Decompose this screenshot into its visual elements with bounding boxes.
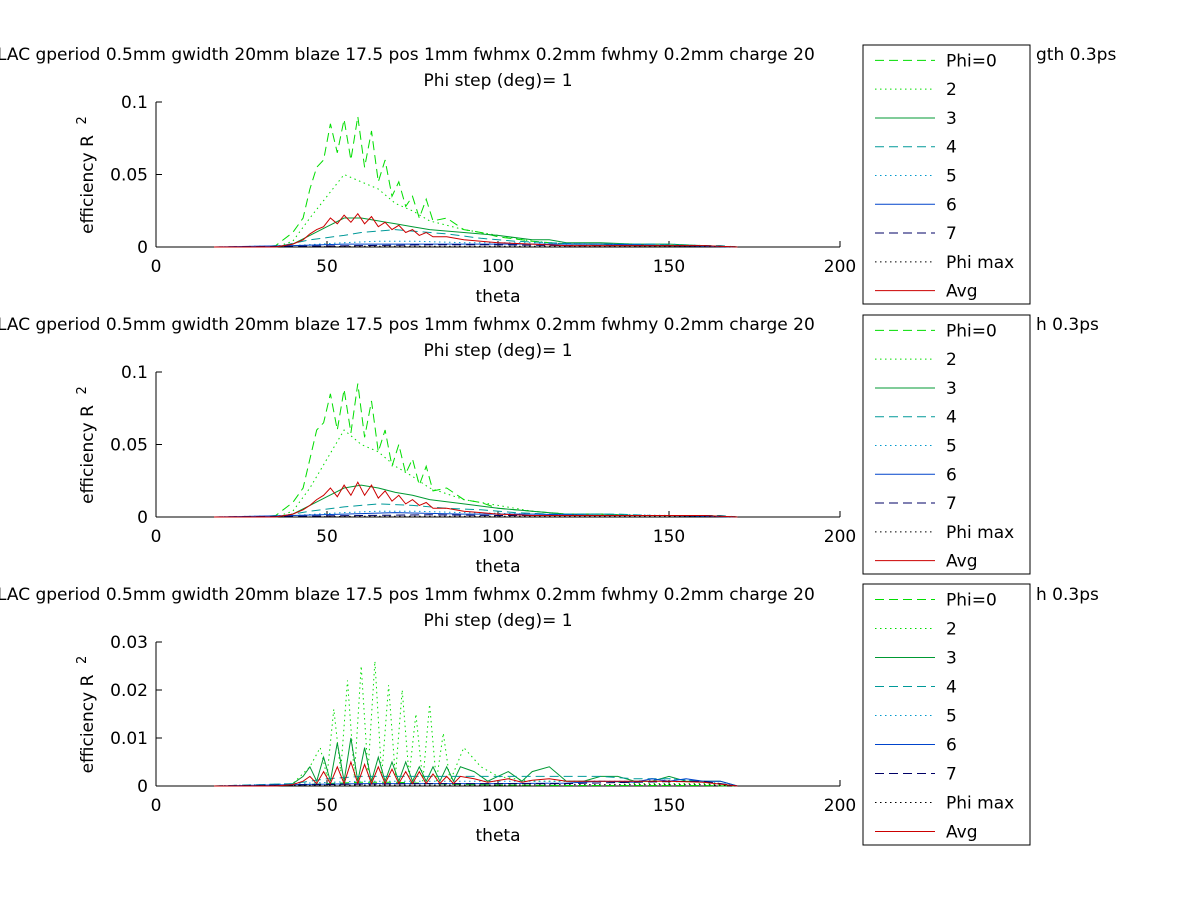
legend-entry-label: 2 [946, 350, 957, 370]
x-tick-label: 50 [316, 527, 338, 547]
x-tick-label: 200 [824, 796, 856, 816]
x-tick-label: 150 [653, 257, 685, 277]
legend: Phi=0 2 3 4 5 6 7 Phi max Avg [862, 583, 1031, 846]
chart-subtitle: Phi step (deg)= 1 [423, 341, 572, 361]
series-line-8 [214, 784, 738, 787]
chart-title: LAC gperiod 0.5mm gwidth 20mm blaze 17.5… [0, 585, 815, 605]
chart-title: LAC gperiod 0.5mm gwidth 20mm blaze 17.5… [0, 315, 815, 335]
x-tick-label: 100 [482, 527, 514, 547]
y-axis-label-superscript: 2 [75, 386, 90, 394]
chart-title-tail: gth 0.3ps [1036, 45, 1116, 65]
legend-entry-label: 7 [946, 494, 957, 514]
legend-entry-label: 4 [946, 138, 957, 158]
legend-entry-label: 2 [946, 620, 957, 640]
series-line-9 [214, 760, 738, 787]
series-line-8 [214, 515, 738, 518]
legend-entry-label: Phi max [946, 523, 1014, 543]
legend-entry-label: 3 [946, 109, 957, 129]
legend-entry-label: Phi=0 [946, 591, 997, 611]
chart-title-tail: h 0.3ps [1036, 585, 1099, 605]
y-tick-label: 0.02 [110, 681, 148, 701]
chart-panel-2: 0 50 100 150 200 0 0.05 0.1 LAC gperiod 0.5mm gw… [0, 314, 1099, 577]
series-line-9 [214, 481, 738, 518]
x-tick-label: 100 [482, 796, 514, 816]
x-tick-label: 200 [824, 527, 856, 547]
legend-entry-label: 3 [946, 379, 957, 399]
x-tick-label: 0 [151, 257, 162, 277]
legend: Phi=0 2 3 4 5 6 7 Phi max Avg [862, 44, 1031, 305]
y-tick-label: 0 [137, 508, 148, 528]
x-tick-label: 0 [151, 527, 162, 547]
legend-entry-label: 2 [946, 80, 957, 100]
legend-box [862, 583, 1031, 846]
legend-entry-label: 6 [946, 195, 957, 215]
y-tick-label: 0.1 [121, 93, 148, 113]
y-tick-label: 0.03 [110, 633, 148, 653]
y-axis-label: efficiency R [78, 135, 98, 234]
y-tick-label: 0 [137, 777, 148, 797]
series-line-5 [214, 510, 738, 518]
legend-entry-label: 5 [946, 707, 957, 727]
y-tick-label: 0.1 [121, 363, 148, 383]
chart-panel-3: 0 50 100 150 200 0 0.01 0.02 0.03 LAC gperiod 0.5… [0, 583, 1099, 846]
legend-entry-label: 7 [946, 765, 957, 785]
y-axis-label: efficiency R [78, 674, 98, 773]
y-tick-label: 0.05 [110, 166, 148, 186]
series-line-4 [214, 775, 738, 787]
y-axis-label: efficiency R [78, 405, 98, 504]
legend-entry-label: Phi max [946, 253, 1014, 273]
legend-entry-label: Avg [946, 552, 978, 572]
y-tick-label: 0 [137, 238, 148, 258]
legend-box [862, 44, 1031, 305]
legend-entry-label: 4 [946, 678, 957, 698]
legend-entry-label: Avg [946, 282, 978, 302]
legend-entry-label: Phi max [946, 794, 1014, 814]
x-tick-label: 100 [482, 257, 514, 277]
x-tick-label: 150 [653, 527, 685, 547]
legend-entry-label: 6 [946, 736, 957, 756]
legend-entry-label: 3 [946, 649, 957, 669]
x-tick-label: 50 [316, 796, 338, 816]
legend-entry-label: 5 [946, 167, 957, 187]
chart-subtitle: Phi step (deg)= 1 [423, 71, 572, 91]
series-line-3 [214, 737, 738, 787]
x-tick-label: 0 [151, 796, 162, 816]
chart-title: LAC gperiod 0.5mm gwidth 20mm blaze 17.5… [0, 45, 815, 65]
series-line-9 [214, 212, 738, 248]
x-axis-label: theta [476, 557, 521, 577]
x-axis-label: theta [476, 287, 521, 307]
x-tick-label: 200 [824, 257, 856, 277]
y-tick-label: 0.05 [110, 436, 148, 456]
legend: Phi=0 2 3 4 5 6 7 Phi max Avg [862, 314, 1031, 575]
x-axis-label: theta [476, 826, 521, 846]
y-axis-label-superscript: 2 [75, 116, 90, 124]
chart-title-tail: h 0.3ps [1036, 315, 1099, 335]
legend-entry-label: 6 [946, 465, 957, 485]
series-line-8 [214, 245, 738, 248]
series-line-1 [214, 116, 738, 248]
x-tick-label: 150 [653, 796, 685, 816]
y-tick-label: 0.01 [110, 729, 148, 749]
chart-panel-1: 0 50 100 150 200 0 0.05 0.1 LAC gperiod 0.5mm gw… [0, 44, 1116, 307]
legend-entry-label: 4 [946, 408, 957, 428]
legend-entry-label: 5 [946, 437, 957, 457]
series-line-5 [214, 240, 738, 248]
y-axis-label-superscript: 2 [75, 656, 90, 664]
legend-box [862, 314, 1031, 575]
chart-subtitle: Phi step (deg)= 1 [423, 611, 572, 631]
x-tick-label: 50 [316, 257, 338, 277]
legend-entry-label: Phi=0 [946, 321, 997, 341]
legend-entry-label: 7 [946, 224, 957, 244]
legend-entry-label: Avg [946, 823, 978, 843]
legend-entry-label: Phi=0 [946, 51, 997, 71]
